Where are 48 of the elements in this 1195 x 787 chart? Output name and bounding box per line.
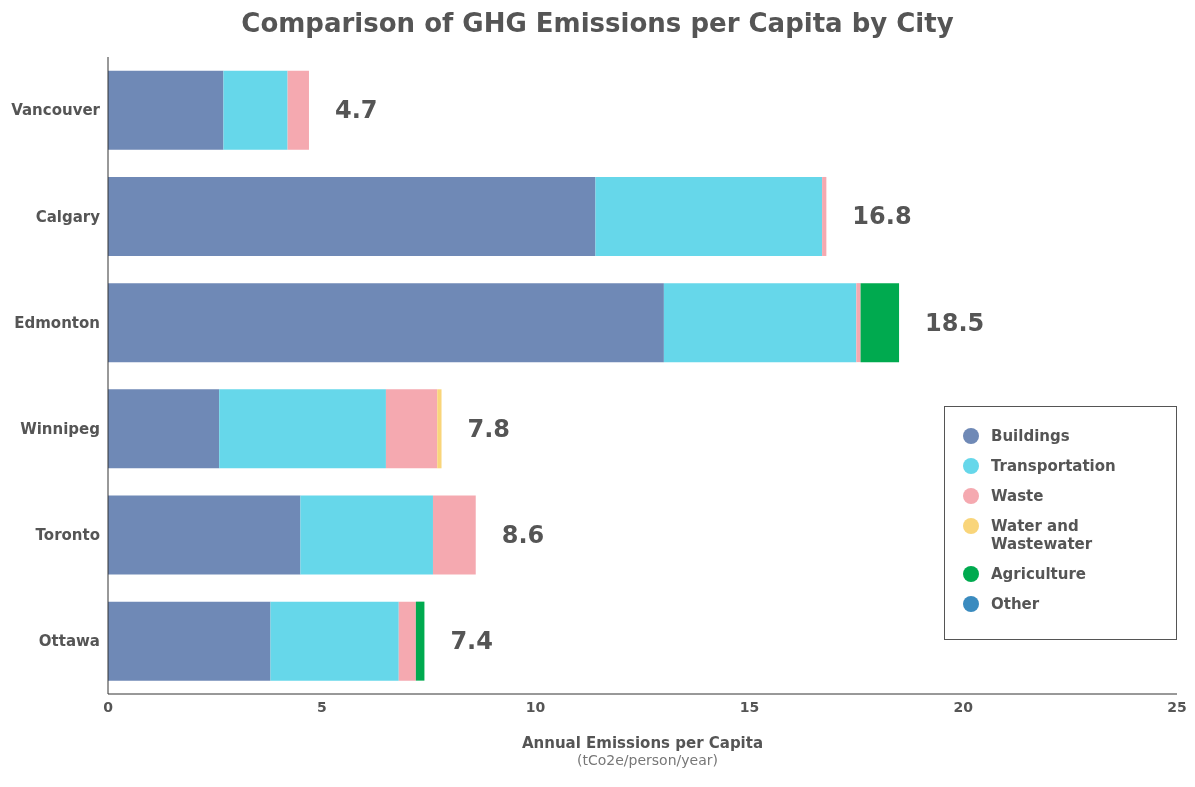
total-label: 7.8 — [467, 414, 511, 443]
legend-label: Buildings — [991, 427, 1070, 445]
bar — [270, 601, 399, 681]
bar — [108, 283, 664, 363]
total-label: 4.7 — [334, 96, 378, 125]
legend-label: Waste — [991, 487, 1044, 505]
legend-label: Transportation — [991, 457, 1116, 475]
bar — [108, 70, 224, 150]
total-label: 18.5 — [925, 308, 985, 337]
bar — [223, 70, 288, 150]
y-tick-label: Toronto — [35, 526, 100, 545]
y-tick-label: Winnipeg — [20, 419, 100, 438]
bar — [385, 389, 438, 469]
chart-title: Comparison of GHG Emissions per Capita by City — [240, 8, 955, 40]
y-tick-label: Ottawa — [38, 632, 100, 651]
bar — [663, 283, 857, 363]
legend-label: Other — [991, 595, 1040, 613]
bar — [300, 495, 433, 575]
x-axis-title: Annual Emissions per Capita — [521, 734, 764, 752]
bar — [432, 495, 476, 575]
bar — [822, 176, 827, 256]
bar — [108, 389, 220, 469]
bar — [219, 389, 386, 469]
x-tick-label: 10 — [525, 698, 546, 715]
x-tick-label: 0 — [103, 698, 114, 715]
y-tick-label: Vancouver — [11, 101, 101, 120]
bar — [856, 283, 861, 363]
bar — [437, 389, 442, 469]
legend-label: Water and Wastewater — [991, 517, 1094, 553]
total-label: 7.4 — [450, 627, 493, 656]
x-tick-label: 20 — [953, 698, 974, 715]
legend-label: Agriculture — [991, 565, 1087, 583]
x-tick-label: 25 — [1167, 698, 1187, 715]
bar — [108, 601, 271, 681]
total-label: 8.6 — [501, 520, 545, 549]
bar — [415, 601, 425, 681]
x-tick-label: 15 — [739, 698, 760, 715]
text: (tCo2e/person/year) — [576, 752, 719, 768]
y-tick-label: Edmonton — [14, 313, 100, 332]
bar — [108, 176, 596, 256]
x-tick-label: 5 — [316, 698, 327, 715]
total-label: 16.8 — [852, 202, 912, 231]
bar — [398, 601, 416, 681]
y-tick-label: Calgary — [35, 207, 101, 226]
bar — [287, 70, 309, 150]
bar — [595, 176, 823, 256]
bar — [860, 283, 900, 363]
bar — [108, 495, 301, 575]
